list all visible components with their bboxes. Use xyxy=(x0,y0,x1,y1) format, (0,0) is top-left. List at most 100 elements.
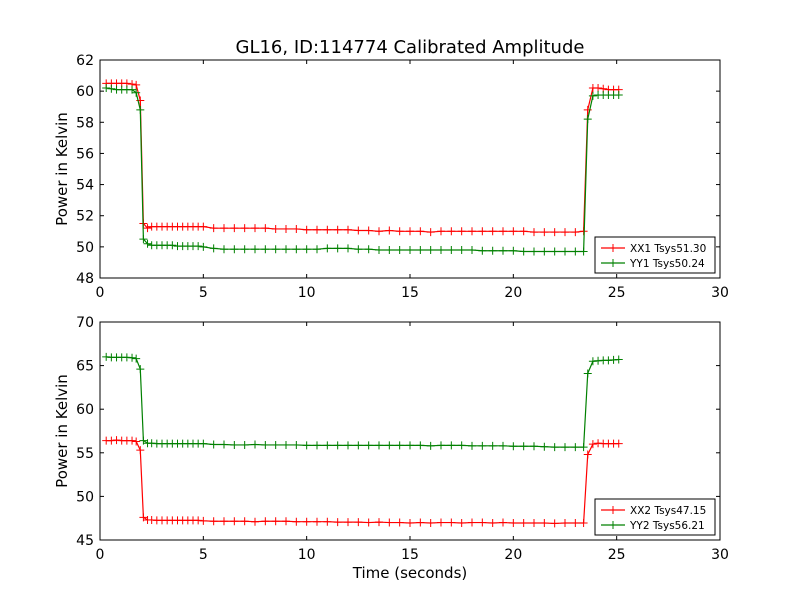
data-point xyxy=(426,228,435,237)
data-point xyxy=(583,369,592,378)
data-point xyxy=(488,441,497,450)
data-point xyxy=(261,224,270,233)
data-point xyxy=(540,518,549,527)
data-point xyxy=(468,518,476,527)
legend-label: YY1 Tsys50.24 xyxy=(629,258,705,270)
data-point xyxy=(540,228,549,237)
data-point xyxy=(136,365,145,374)
data-point xyxy=(251,440,259,449)
data-point xyxy=(437,227,445,236)
data-point xyxy=(571,443,580,452)
data-point xyxy=(519,442,528,451)
data-point xyxy=(579,443,588,452)
data-point xyxy=(344,441,352,450)
data-point xyxy=(139,436,148,445)
x-tick-label: 5 xyxy=(199,547,208,563)
legend-marker xyxy=(609,506,617,514)
y-tick-label: 60 xyxy=(76,84,94,100)
x-tick-label: 30 xyxy=(711,285,729,301)
data-point xyxy=(333,244,342,253)
data-point xyxy=(406,518,414,527)
data-point xyxy=(292,517,301,526)
x-tick-label: 25 xyxy=(608,547,626,563)
y-tick-label: 58 xyxy=(76,115,94,131)
data-point xyxy=(364,441,373,450)
data-point xyxy=(395,227,404,236)
data-point xyxy=(194,242,203,251)
data-point xyxy=(313,441,321,450)
data-point xyxy=(344,244,352,253)
y-tick-label: 50 xyxy=(76,240,94,256)
y-tick-label: 52 xyxy=(76,209,94,225)
data-point xyxy=(271,440,280,449)
data-point xyxy=(292,245,301,254)
data-point xyxy=(457,518,466,527)
x-tick-label: 25 xyxy=(608,285,626,301)
data-point xyxy=(143,224,152,233)
data-point xyxy=(488,518,497,527)
data-point xyxy=(313,225,321,234)
data-point xyxy=(571,247,580,256)
data-point xyxy=(426,245,435,254)
data-point xyxy=(240,224,249,233)
data-point xyxy=(240,440,249,449)
data-point xyxy=(354,245,363,254)
data-point xyxy=(292,224,301,233)
data-point xyxy=(499,518,507,527)
data-point xyxy=(128,353,137,362)
legend: XX2 Tsys47.15 YY2 Tsys56.21 xyxy=(594,498,716,536)
x-tick-label: 30 xyxy=(711,547,729,563)
data-point xyxy=(457,441,466,450)
bottom-subplot: 0 5 10 15 20 25 30 45 50 55 60 65 70 Power in Kelvin X… xyxy=(53,315,729,563)
legend: XX1 Tsys51.30 YY1 Tsys50.24 xyxy=(594,236,716,274)
data-point xyxy=(550,519,559,528)
legend-label: XX1 Tsys51.30 xyxy=(630,243,706,255)
data-point xyxy=(395,518,404,527)
data-point xyxy=(416,245,425,254)
legend-marker xyxy=(609,244,617,252)
data-point xyxy=(468,441,476,450)
data-point xyxy=(588,440,597,449)
data-point xyxy=(139,235,148,244)
data-point xyxy=(139,513,148,522)
data-point xyxy=(199,516,208,525)
data-point xyxy=(271,517,280,526)
data-point xyxy=(323,517,332,526)
data-point xyxy=(550,247,559,256)
y-tick-label: 60 xyxy=(76,402,94,418)
data-point xyxy=(385,226,394,235)
x-tick-label: 0 xyxy=(96,547,105,563)
y-axis-title: Power in Kelvin xyxy=(53,374,71,488)
data-point xyxy=(143,239,152,248)
data-point xyxy=(354,518,363,527)
data-point xyxy=(333,225,342,234)
y-tick-label: 70 xyxy=(76,315,94,331)
data-point xyxy=(209,244,218,253)
y-tick-label: 62 xyxy=(76,53,94,69)
y-tick-label: 45 xyxy=(76,533,94,549)
data-point xyxy=(209,517,218,526)
data-point xyxy=(344,518,352,527)
data-point xyxy=(468,227,476,236)
series-2 xyxy=(102,84,623,256)
data-point xyxy=(561,247,569,256)
data-point xyxy=(132,354,141,363)
data-point xyxy=(271,224,280,233)
data-point xyxy=(509,442,518,451)
data-point xyxy=(571,228,580,237)
data-point xyxy=(282,517,290,526)
x-tick-label: 10 xyxy=(298,547,316,563)
legend-label: XX2 Tsys47.15 xyxy=(630,505,706,517)
data-point xyxy=(540,442,549,451)
x-tick-label: 20 xyxy=(504,285,522,301)
data-point xyxy=(354,441,363,450)
data-point xyxy=(509,227,518,236)
data-point xyxy=(132,437,141,446)
data-point xyxy=(416,441,425,450)
data-point xyxy=(230,224,239,233)
y-tick-label: 56 xyxy=(76,146,94,162)
data-point xyxy=(261,440,270,449)
y-tick-label: 48 xyxy=(76,271,94,287)
data-point xyxy=(594,84,603,93)
data-point xyxy=(478,441,487,450)
